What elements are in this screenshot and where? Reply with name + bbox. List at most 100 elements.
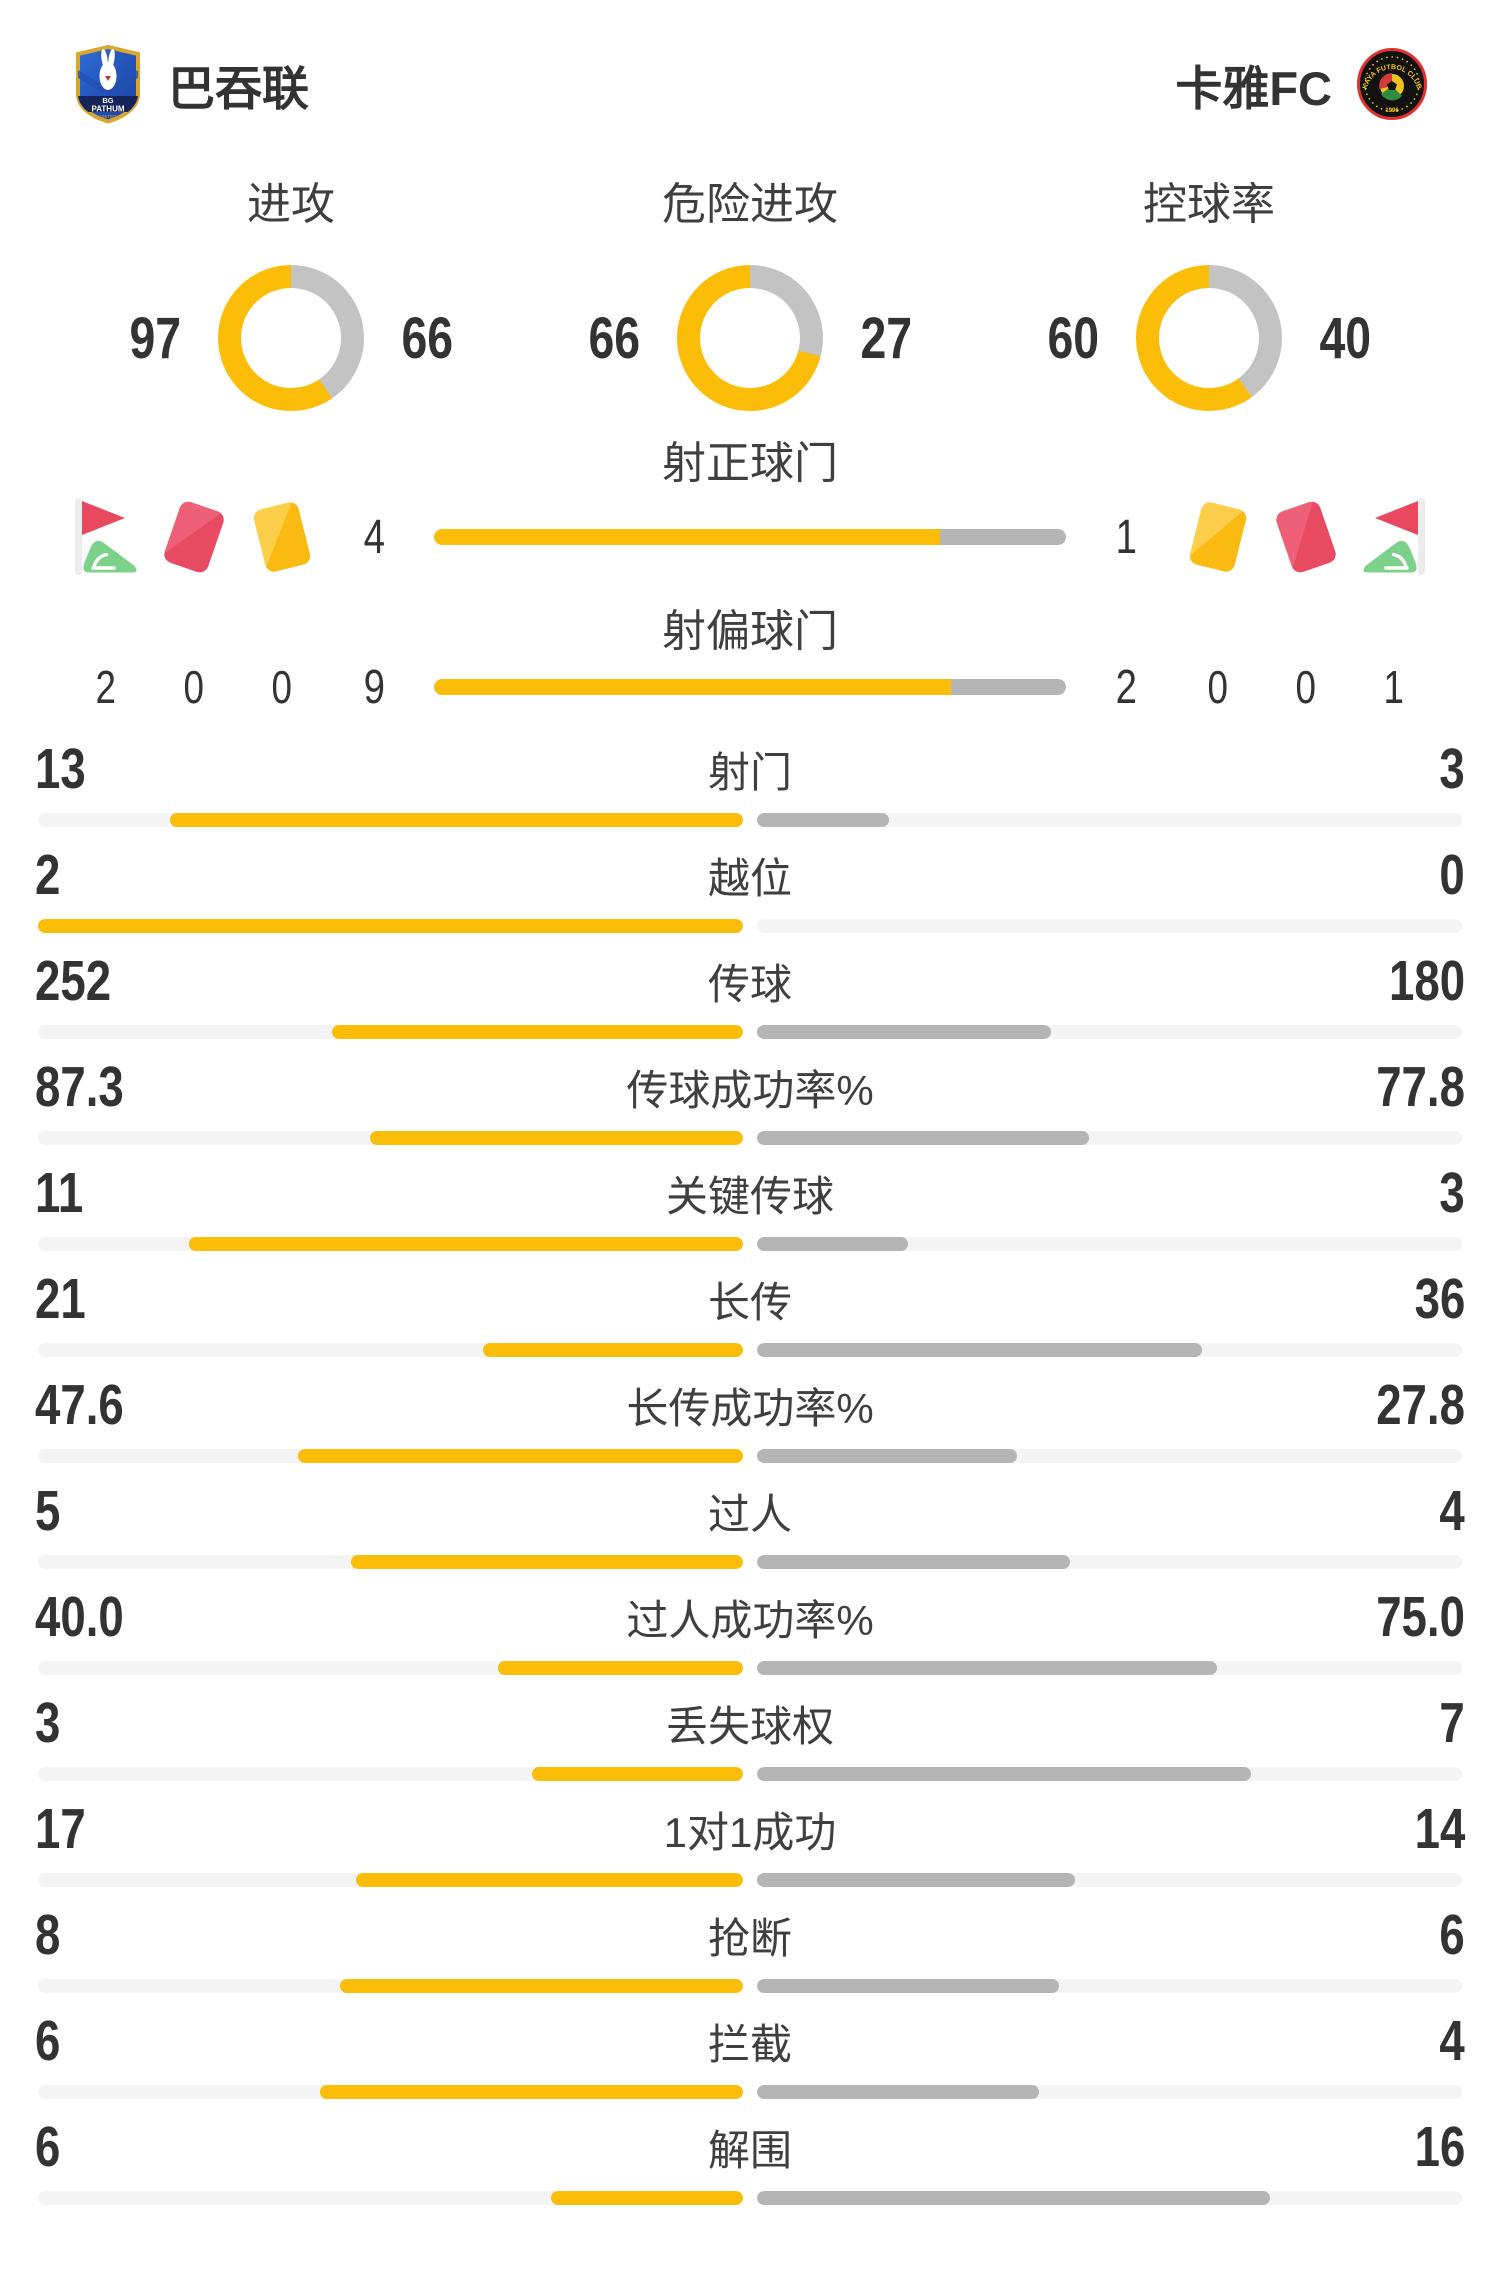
stat-away-bar-fill — [757, 1555, 1071, 1569]
away-team-header[interactable]: 卡雅FC KAYA FUTBOL CLUB 1996 — [1175, 47, 1428, 121]
shots-off-target-bar — [434, 679, 1066, 695]
match-header: BG PATHUM UNITED 巴吞联 卡雅FC KAYA FUTBOL CL… — [72, 44, 1428, 124]
stat-away-bar-track — [757, 1661, 1462, 1675]
donut-row: 97 66 — [118, 264, 464, 412]
donut-home-value: 60 — [1047, 305, 1099, 371]
home-team-header[interactable]: BG PATHUM UNITED 巴吞联 — [72, 44, 309, 124]
stat-bars — [38, 813, 1462, 827]
stat-text: 11 关键传球 3 — [35, 1164, 1465, 1222]
stat-home-bar-fill — [497, 1661, 743, 1675]
home-red-cards-count: 0 — [183, 661, 205, 713]
stat-away-bar-fill — [757, 1979, 1060, 1993]
stat-text: 17 1对1成功 14 — [35, 1800, 1465, 1858]
stat-away-value: 180 — [1388, 949, 1465, 1013]
stat-bars — [38, 1449, 1462, 1463]
stat-home-value: 5 — [35, 1479, 61, 1543]
stat-home-bar-track — [38, 2085, 743, 2099]
stat-home-bar-fill — [351, 1555, 743, 1569]
shots-on-target-bar — [434, 529, 1066, 545]
stat-bars — [38, 2085, 1462, 2099]
stat-home-bar-fill — [170, 813, 743, 827]
stat-away-value: 16 — [1414, 2115, 1465, 2179]
stat-away-bar-track — [757, 2085, 1462, 2099]
stat-home-bar-track — [38, 1555, 743, 1569]
stat-bars — [38, 1661, 1462, 1675]
stat-row: 87.3 传球成功率% 77.8 — [0, 1058, 1500, 1145]
donut-title: 危险进攻 — [662, 180, 838, 229]
stats-list: 13 射门 3 2 越位 0 252 传球 180 87.3 — [0, 740, 1500, 2205]
stat-bars — [38, 1767, 1462, 1781]
stat-away-bar-fill — [757, 813, 890, 827]
stat-row: 3 丢失球权 7 — [0, 1694, 1500, 1781]
stat-away-bar-track — [757, 1979, 1462, 1993]
home-corner-flag-slot — [62, 497, 150, 577]
donut-section: 进攻 97 66 危险进攻 66 27 控球率 60 40 — [0, 180, 1500, 412]
stat-home-bar-track — [38, 2191, 743, 2205]
stat-home-value: 40.0 — [35, 1585, 124, 1649]
stat-home-bar-fill — [531, 1767, 743, 1781]
away-corner-flag-slot — [1350, 497, 1438, 577]
donut-title: 进攻 — [247, 180, 335, 229]
stat-home-bar-track — [38, 1131, 743, 1145]
stat-away-bar-track — [757, 1873, 1462, 1887]
stat-text: 47.6 长传成功率% 27.8 — [35, 1376, 1465, 1434]
donut-away-value: 40 — [1319, 305, 1371, 371]
stat-row: 6 解围 16 — [0, 2118, 1500, 2205]
shots-off-target-home-value: 9 — [363, 660, 385, 714]
stat-away-bar-track — [757, 1343, 1462, 1357]
donut-ring — [677, 265, 823, 411]
stat-away-bar-track — [757, 1131, 1462, 1145]
stat-away-bar-track — [757, 1025, 1462, 1039]
shots-off-target-away-fill — [951, 679, 1066, 695]
stat-label: 传球成功率% — [626, 1066, 874, 1114]
donut-title: 控球率 — [1143, 180, 1275, 229]
stat-text: 87.3 传球成功率% 77.8 — [35, 1058, 1465, 1116]
stat-away-value: 3 — [1439, 1161, 1465, 1225]
corner-flag-icon — [75, 498, 137, 575]
away-red-cards-count: 0 — [1295, 661, 1317, 713]
donut-chart: 进攻 97 66 — [118, 180, 464, 412]
stat-away-value: 75.0 — [1376, 1585, 1465, 1649]
stat-away-bar-fill — [757, 1449, 1017, 1463]
stat-row: 21 长传 36 — [0, 1270, 1500, 1357]
home-yellow-cards-count: 0 — [271, 661, 293, 713]
stat-row: 17 1对1成功 14 — [0, 1800, 1500, 1887]
stat-label: 1对1成功 — [663, 1808, 837, 1856]
stat-home-value: 47.6 — [35, 1373, 124, 1437]
stat-text: 3 丢失球权 7 — [35, 1694, 1465, 1752]
stat-home-bar-fill — [483, 1343, 743, 1357]
home-team-logo: BG PATHUM UNITED — [76, 44, 140, 124]
away-discipline-counts: 0 0 1 — [1174, 660, 1438, 714]
stat-row: 2 越位 0 — [0, 846, 1500, 933]
shots-off-target-home-fill — [434, 679, 952, 695]
away-team-name: 卡雅FC — [1175, 61, 1332, 115]
stat-row: 6 拦截 4 — [0, 2012, 1500, 2099]
shots-on-target-title: 射正球门 — [662, 439, 838, 488]
shots-on-target-home-value: 4 — [363, 510, 385, 564]
stat-label: 过人 — [707, 1490, 792, 1538]
home-logo-text-line2: PATHUM — [91, 105, 124, 114]
stat-away-bar-track — [757, 919, 1462, 933]
stat-home-bar-track — [38, 813, 743, 827]
stat-away-bar-track — [757, 1767, 1462, 1781]
stat-home-value: 252 — [35, 949, 112, 1013]
stat-away-bar-track — [757, 2191, 1462, 2205]
stat-away-value: 6 — [1439, 1903, 1465, 1967]
home-team-name: 巴吞联 — [168, 61, 309, 115]
stat-home-bar-track — [38, 1343, 743, 1357]
away-logo-text-line2: 1996 — [1385, 108, 1399, 114]
stat-home-bar-fill — [320, 2085, 743, 2099]
stat-row: 252 传球 180 — [0, 952, 1500, 1039]
stat-text: 5 过人 4 — [35, 1482, 1465, 1540]
stat-home-value: 2 — [35, 843, 61, 907]
stat-bars — [38, 1873, 1462, 1887]
away-yellow-card-slot — [1174, 497, 1262, 577]
stat-row: 8 抢断 6 — [0, 1906, 1500, 1993]
stat-home-value: 3 — [35, 1691, 61, 1755]
stat-home-bar-fill — [356, 1873, 743, 1887]
stat-home-value: 21 — [35, 1267, 86, 1331]
stat-home-value: 13 — [35, 737, 86, 801]
home-red-card-slot — [150, 497, 238, 577]
stat-label: 射门 — [707, 748, 792, 796]
home-corners-count: 2 — [95, 661, 117, 713]
